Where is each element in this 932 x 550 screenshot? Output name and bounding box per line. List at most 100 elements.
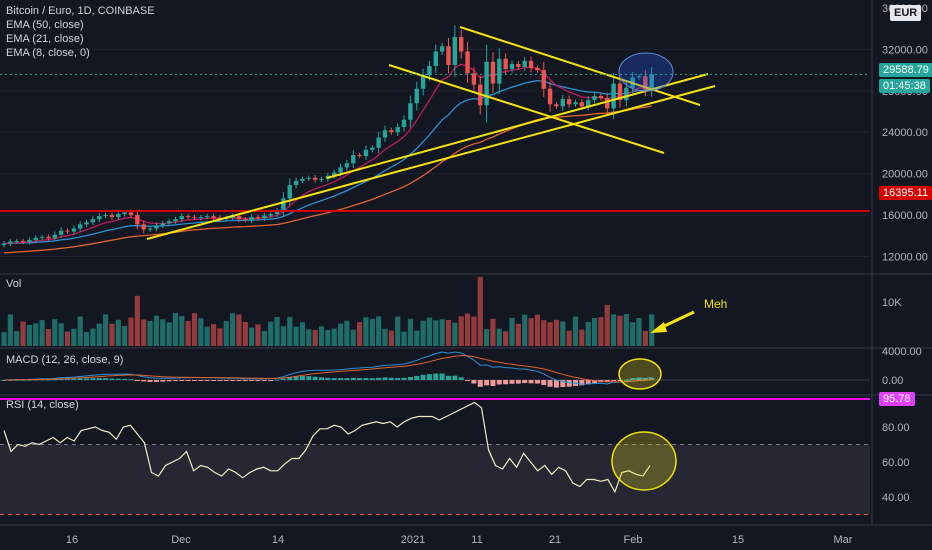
macd-histogram-bar: [84, 378, 90, 380]
candle-body: [566, 99, 572, 105]
candle-body: [452, 36, 458, 65]
volume-bar: [541, 320, 547, 346]
candle-body: [643, 76, 648, 90]
volume-bar: [630, 322, 636, 346]
volume-bar: [306, 329, 312, 346]
candle-body: [560, 99, 565, 107]
candle-body: [230, 216, 235, 219]
time-axis-label: 14: [272, 534, 284, 546]
macd-histogram-bar: [172, 380, 178, 381]
volume-bar: [439, 319, 445, 346]
volume-bar: [623, 314, 629, 346]
volume-bar: [26, 324, 32, 346]
macd-histogram-bar: [198, 380, 204, 381]
volume-bar: [401, 331, 407, 346]
volume-bar: [331, 328, 337, 346]
candle-body: [255, 217, 261, 219]
candle-body: [154, 225, 159, 229]
volume-bar: [115, 319, 121, 346]
candle-body: [649, 74, 654, 90]
volume-bar: [141, 319, 147, 346]
macd-histogram-bar: [236, 380, 242, 381]
candle-body: [611, 83, 616, 109]
candle-body: [490, 61, 496, 84]
macd-histogram-bar: [433, 373, 439, 380]
macd-histogram-bar: [141, 380, 147, 382]
descending-trendline-lower: [388, 64, 665, 154]
candle-body: [236, 216, 242, 220]
volume-bar: [604, 304, 610, 346]
volume-bar: [395, 316, 401, 346]
macd-histogram-bar: [185, 380, 191, 381]
volume-bar: [179, 316, 185, 346]
candle-body: [192, 217, 197, 219]
macd-histogram-bar: [452, 375, 458, 380]
currency-button[interactable]: EUR: [890, 5, 922, 21]
time-axis-label: Mar: [834, 534, 853, 546]
time-axis-label: Dec: [171, 534, 191, 546]
candle-body: [547, 88, 553, 105]
rsi-title: RSI (14, close): [6, 399, 79, 411]
candle-body: [306, 177, 311, 179]
volume-bar: [230, 313, 236, 346]
volume-bar: [382, 328, 388, 346]
candle-body: [541, 70, 546, 89]
volume-bar: [414, 330, 420, 346]
macd-histogram-bar: [179, 380, 185, 381]
macd-histogram-bar: [255, 380, 261, 381]
volume-bar: [77, 316, 83, 346]
volume-bar: [503, 331, 509, 346]
candle-body: [147, 228, 153, 230]
volume-bar: [249, 327, 255, 346]
volume-bar: [109, 323, 115, 346]
volume-bar: [268, 321, 274, 346]
volume-bar: [134, 295, 140, 346]
candle-body: [135, 215, 140, 225]
candle-body: [439, 46, 445, 52]
volume-bar: [14, 331, 20, 346]
candle-body: [122, 212, 127, 215]
macd-histogram-bar: [623, 379, 629, 381]
macd-histogram-bar: [388, 377, 394, 380]
rsi-band: [0, 444, 870, 515]
macd-histogram-bar: [58, 378, 64, 380]
candle-body: [281, 198, 286, 211]
lower-rising-trendline: [146, 85, 716, 240]
candle-body: [249, 217, 254, 221]
price-tick-label: 24000.00: [882, 127, 928, 139]
macd-histogram-bar: [458, 377, 464, 380]
macd-histogram-bar: [369, 378, 375, 380]
macd-histogram-bar: [274, 379, 280, 381]
volume-bar: [420, 320, 426, 346]
candle-body: [65, 230, 70, 232]
macd-histogram-bar: [268, 380, 274, 381]
volume-bar: [407, 318, 413, 346]
macd-histogram-bar: [528, 380, 534, 384]
volume-bar: [325, 329, 331, 346]
volume-bar: [445, 319, 452, 346]
volume-bar: [636, 318, 642, 346]
candle-body: [598, 96, 604, 99]
candle-body: [344, 163, 350, 168]
macd-histogram-bar: [115, 378, 121, 380]
candle-body: [58, 230, 64, 235]
candle-body: [52, 234, 57, 239]
macd-histogram-bar: [522, 380, 528, 384]
macd-histogram-bar: [160, 380, 166, 382]
macd-histogram-bar: [363, 378, 369, 380]
candle-body: [14, 240, 19, 242]
candle-body: [446, 46, 451, 65]
volume-bar: [71, 328, 77, 346]
candle-body: [617, 83, 623, 101]
macd-histogram-bar: [45, 379, 51, 381]
candle-body: [509, 63, 515, 70]
macd-histogram-bar: [446, 375, 451, 380]
macd-histogram-bar: [382, 377, 388, 380]
macd-histogram-bar: [471, 380, 477, 384]
price-tick-label: 12000.00: [882, 251, 928, 263]
volume-bar: [236, 314, 242, 346]
volume-bar: [433, 320, 439, 346]
time-axis-label: 11: [471, 534, 482, 546]
volume-bar: [274, 317, 280, 346]
